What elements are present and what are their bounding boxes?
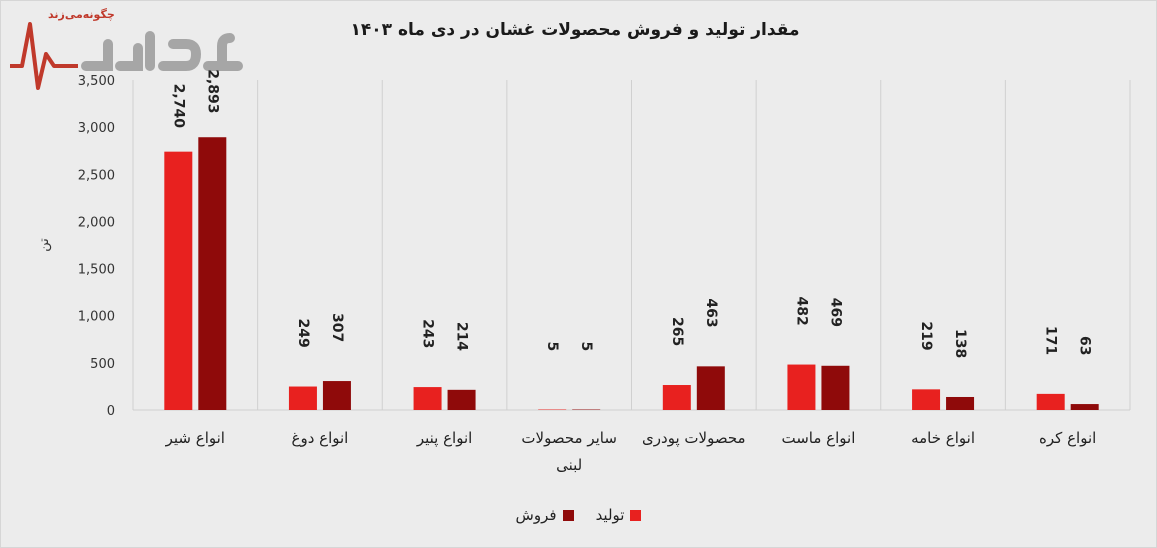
legend-label-sales: فروش [515, 506, 557, 524]
y-tick-label: 2,000 [78, 215, 115, 230]
bar-production [787, 364, 816, 410]
bar-production [413, 387, 442, 410]
category-label: لبنی [556, 456, 582, 474]
y-tick-label: 3,500 [78, 74, 115, 89]
data-label: 214 [454, 322, 470, 351]
category-label: انواع ماست [781, 429, 855, 447]
data-label: 5 [578, 342, 594, 352]
legend-item-sales: فروش [516, 506, 574, 524]
y-tick-label: 3,000 [78, 121, 115, 136]
data-label: 138 [952, 329, 968, 358]
data-label: 2,740 [170, 84, 186, 129]
data-label: 219 [918, 321, 934, 350]
brand-logo: چگونه‌می‌زند [8, 6, 243, 96]
bar-sales [821, 365, 850, 410]
data-label: 171 [1043, 326, 1059, 355]
data-label: 249 [295, 319, 311, 348]
bar-sales [198, 137, 227, 410]
category-label: انواع خامه [911, 429, 975, 447]
legend-swatch-production [630, 509, 642, 521]
brand-logo-mark [10, 22, 243, 90]
y-tick-label: 500 [90, 357, 115, 372]
legend-swatch-sales [562, 509, 574, 521]
bar-production [288, 386, 317, 410]
chart-title: مقدار تولید و فروش محصولات غشان در دی ما… [350, 20, 800, 40]
data-label: 463 [703, 298, 719, 327]
category-label: انواع دوغ [292, 429, 349, 447]
data-label: 482 [793, 297, 809, 326]
y-tick-label: 0 [107, 404, 115, 419]
data-label: 63 [1077, 336, 1093, 355]
y-axis-label: تن [37, 238, 52, 252]
category-label: انواع کره [1039, 429, 1096, 447]
y-tick-label: 1,500 [78, 263, 115, 278]
bar-sales [1070, 404, 1099, 410]
y-tick-label: 1,000 [78, 310, 115, 325]
data-label: 2,893 [204, 69, 220, 113]
brand-tagline: چگونه‌می‌زند [48, 8, 115, 21]
bar-production [164, 151, 193, 410]
data-label: 265 [669, 317, 685, 346]
bar-production [912, 389, 941, 410]
bar-sales [447, 389, 476, 410]
legend-label-production: تولید [595, 506, 625, 524]
legend-item-production: تولید [596, 506, 642, 524]
category-label: محصولات پودری [642, 429, 746, 448]
bar-sales [946, 396, 975, 410]
bar-sales [322, 381, 351, 410]
category-label: انواع پنیر [416, 429, 472, 448]
data-label: 307 [329, 313, 345, 342]
chart-legend: تولید فروش [0, 506, 1157, 524]
bar-production [1036, 393, 1065, 410]
category-label: انواع شیر [165, 429, 225, 447]
data-label: 469 [827, 298, 843, 327]
category-label: سایر محصولات [521, 429, 617, 447]
data-label: 5 [544, 342, 560, 352]
bar-production [662, 385, 691, 410]
data-label: 243 [420, 319, 436, 348]
y-tick-label: 2,500 [78, 168, 115, 183]
bar-sales [696, 366, 725, 410]
